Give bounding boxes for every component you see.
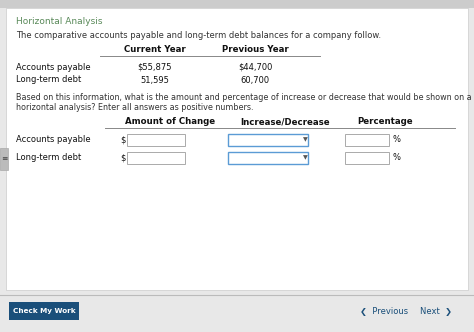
Text: Percentage: Percentage [357,118,413,126]
FancyBboxPatch shape [127,152,185,164]
FancyBboxPatch shape [9,302,79,320]
Text: 60,700: 60,700 [240,75,270,85]
Text: $55,875: $55,875 [138,62,172,71]
FancyBboxPatch shape [345,134,389,146]
Text: Accounts payable: Accounts payable [16,62,91,71]
Text: Amount of Change: Amount of Change [125,118,215,126]
Text: Next  ❯: Next ❯ [420,306,452,315]
Text: Horizontal Analysis: Horizontal Analysis [16,18,102,27]
Text: The comparative accounts payable and long-term debt balances for a company follo: The comparative accounts payable and lon… [16,31,381,40]
Text: Current Year: Current Year [124,45,186,54]
Text: ≡: ≡ [1,154,7,163]
Text: Long-term debt: Long-term debt [16,153,81,162]
Text: ▼: ▼ [302,137,307,142]
Text: ▼: ▼ [302,155,307,160]
FancyBboxPatch shape [127,134,185,146]
Text: Accounts payable: Accounts payable [16,135,91,144]
Text: $: $ [120,135,126,144]
FancyBboxPatch shape [0,295,474,332]
FancyBboxPatch shape [6,8,468,290]
Text: Previous Year: Previous Year [222,45,288,54]
Text: horizontal analysis? Enter all answers as positive numbers.: horizontal analysis? Enter all answers a… [16,104,254,113]
FancyBboxPatch shape [345,152,389,164]
Text: Long-term debt: Long-term debt [16,75,81,85]
FancyBboxPatch shape [228,152,308,164]
Text: Based on this information, what is the amount and percentage of increase or decr: Based on this information, what is the a… [16,93,474,102]
Text: $44,700: $44,700 [238,62,272,71]
FancyBboxPatch shape [228,134,308,146]
FancyBboxPatch shape [0,148,8,170]
Text: %: % [393,153,401,162]
FancyBboxPatch shape [0,0,474,8]
Text: %: % [393,135,401,144]
Text: ❮  Previous: ❮ Previous [360,306,408,315]
Text: $: $ [120,153,126,162]
Text: Check My Work: Check My Work [13,308,75,314]
Text: 51,595: 51,595 [141,75,169,85]
Text: Increase/Decrease: Increase/Decrease [240,118,330,126]
